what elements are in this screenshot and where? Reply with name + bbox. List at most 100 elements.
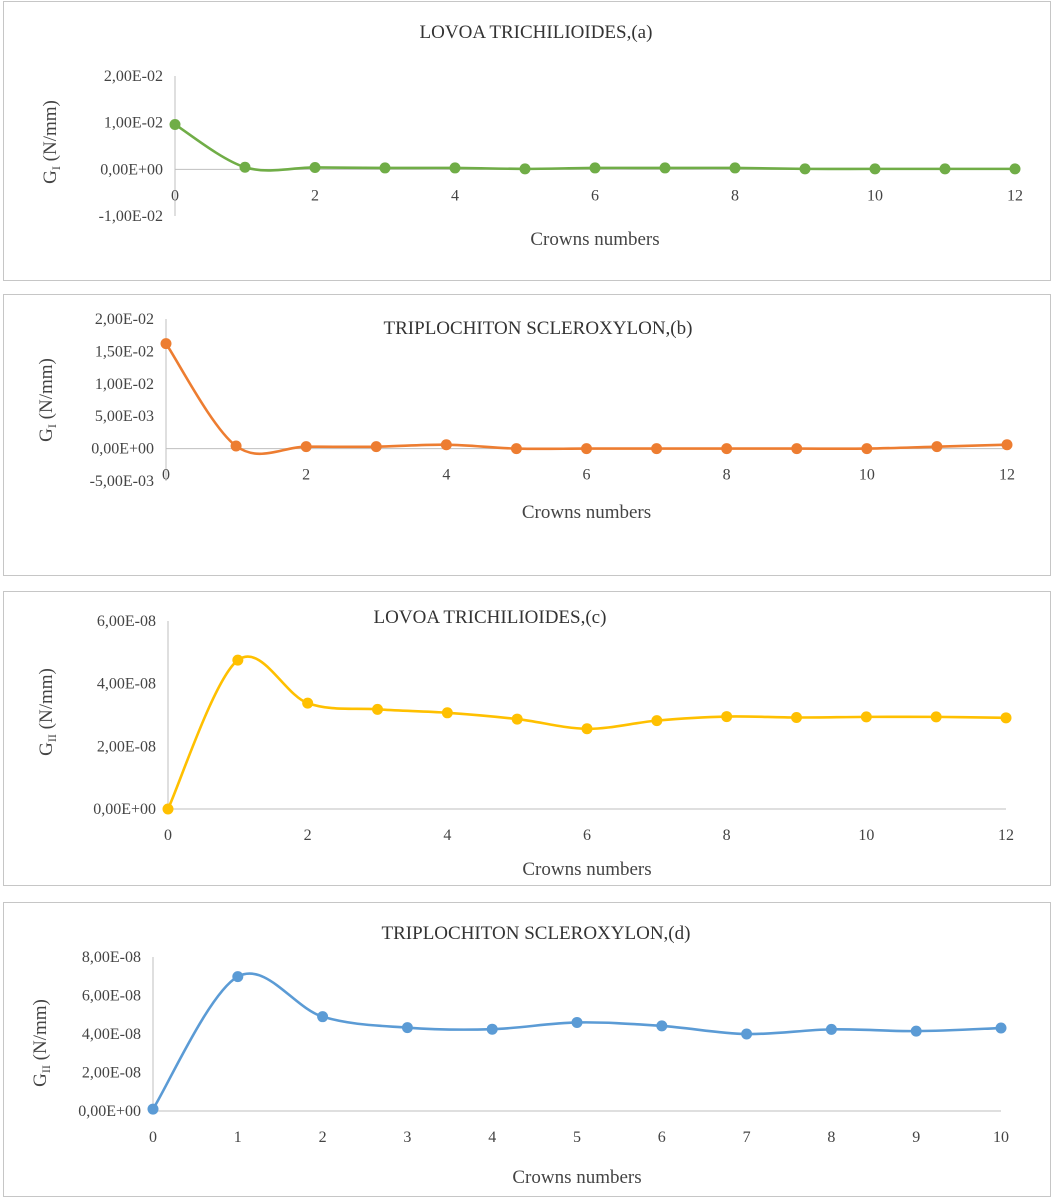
data-point <box>791 443 803 455</box>
y-tick-label: 2,00E-02 <box>95 311 154 328</box>
chart-panel-c: LOVOA TRICHILIOIDES,(c) 6,00E-08 4,00E-08 2… <box>3 591 1051 886</box>
data-point <box>317 1011 329 1023</box>
x-tick-label: 0 <box>171 187 179 204</box>
y-tick-label: 2,00E-08 <box>82 1065 141 1082</box>
data-point <box>869 163 881 175</box>
x-tick-label: 0 <box>149 1129 157 1146</box>
chart-title: TRIPLOCHITON SCLEROXYLON,(b) <box>384 318 693 339</box>
x-tick-label: 2 <box>304 827 312 844</box>
data-point <box>300 441 312 453</box>
data-point <box>370 441 382 453</box>
y-tick-label: 0,00E+00 <box>91 441 154 458</box>
y-tick-label: 8,00E-08 <box>82 949 141 966</box>
x-axis-label: Crowns numbers <box>522 859 651 880</box>
data-point <box>799 163 811 175</box>
data-point <box>232 971 244 983</box>
x-tick-label: 4 <box>488 1129 496 1146</box>
data-point <box>1009 163 1021 175</box>
y-axis-label: GI (N/mm) <box>36 358 59 442</box>
x-tick-label: 4 <box>443 827 451 844</box>
y-tick-label: 0,00E+00 <box>78 1103 141 1120</box>
series-line <box>151 972 1002 1110</box>
x-tick-label: 5 <box>573 1129 581 1146</box>
y-tick-label: 1,50E-02 <box>95 343 154 360</box>
y-axis-label: GII (N/mm) <box>36 668 59 756</box>
chart-panel-b: TRIPLOCHITON SCLEROXYLON,(b) 2,00E-02 1,50… <box>3 294 1051 576</box>
y-tick-label: -5,00E-03 <box>90 473 154 490</box>
data-point <box>930 711 942 723</box>
data-point <box>510 443 522 455</box>
data-point <box>309 161 321 173</box>
series-line <box>164 342 1008 456</box>
data-point <box>232 654 244 666</box>
x-tick-label: 6 <box>583 827 591 844</box>
data-point <box>656 1020 668 1032</box>
x-tick-label: 2 <box>302 467 310 484</box>
data-point <box>995 1022 1007 1034</box>
data-point <box>1001 439 1013 451</box>
x-tick-label: 12 <box>1007 187 1023 204</box>
data-point <box>1000 712 1012 724</box>
data-point <box>302 697 314 709</box>
x-axis-label: Crowns numbers <box>530 229 659 250</box>
x-tick-label: 4 <box>442 467 450 484</box>
y-tick-label: 0,00E+00 <box>100 161 163 178</box>
y-tick-label: 4,00E-08 <box>82 1026 141 1043</box>
data-point <box>519 163 531 175</box>
data-point <box>239 161 251 173</box>
data-point <box>589 162 601 174</box>
x-tick-label: 0 <box>164 827 172 844</box>
x-tick-label: 10 <box>858 827 874 844</box>
data-point <box>721 443 733 455</box>
x-tick-label: 8 <box>723 467 731 484</box>
x-tick-label: 1 <box>234 1129 242 1146</box>
data-point <box>741 1028 753 1040</box>
chart-svg: LOVOA TRICHILIOIDES,(c) 6,00E-08 4,00E-08 2… <box>36 607 1014 880</box>
x-tick-label: 6 <box>583 467 591 484</box>
x-tick-label: 2 <box>311 187 319 204</box>
data-point <box>486 1023 498 1035</box>
data-point <box>651 443 663 455</box>
data-point <box>860 711 872 723</box>
y-tick-label: 6,00E-08 <box>97 613 156 630</box>
data-point <box>160 338 172 350</box>
y-tick-label: 1,00E-02 <box>104 115 163 132</box>
data-point <box>511 713 523 725</box>
chart-svg: TRIPLOCHITON SCLEROXYLON,(b) 2,00E-02 1,50… <box>36 311 1015 523</box>
data-point <box>721 711 733 723</box>
x-tick-label: 12 <box>999 467 1015 484</box>
x-tick-label: 4 <box>451 187 459 204</box>
data-point <box>379 162 391 174</box>
chart-svg: LOVOA TRICHILIOIDES,(a) 2,00E-02 1,00E-02 0… <box>40 22 1023 250</box>
x-tick-label: 7 <box>743 1129 751 1146</box>
data-point <box>401 1022 413 1034</box>
chart-title: TRIPLOCHITON SCLEROXYLON,(d) <box>382 923 691 944</box>
chart-panel-d: TRIPLOCHITON SCLEROXYLON,(d) 8,00E-08 6,00… <box>3 902 1051 1197</box>
data-point <box>861 443 873 455</box>
data-point <box>581 723 593 735</box>
data-point <box>449 162 461 174</box>
x-tick-label: 0 <box>162 467 170 484</box>
y-tick-label: 5,00E-03 <box>95 408 154 425</box>
x-tick-label: 6 <box>658 1129 666 1146</box>
chart-title: LOVOA TRICHILIOIDES,(c) <box>374 607 607 628</box>
x-tick-label: 10 <box>993 1129 1009 1146</box>
data-point <box>581 443 592 455</box>
data-point <box>169 119 181 131</box>
y-axis-label: GII (N/mm) <box>30 999 53 1087</box>
data-point <box>441 707 453 719</box>
data-point <box>147 1103 159 1115</box>
x-tick-label: 3 <box>403 1129 411 1146</box>
x-tick-label: 8 <box>731 187 739 204</box>
y-axis-label: GI (N/mm) <box>40 100 63 184</box>
x-tick-label: 8 <box>723 827 731 844</box>
y-tick-label: 1,00E-02 <box>95 376 154 393</box>
data-point <box>162 803 174 815</box>
data-point <box>825 1023 837 1035</box>
chart-title: LOVOA TRICHILIOIDES,(a) <box>420 22 653 43</box>
x-axis-label: Crowns numbers <box>512 1167 641 1188</box>
data-point <box>931 441 943 453</box>
data-point <box>372 703 383 715</box>
chart-panel-a: LOVOA TRICHILIOIDES,(a) 2,00E-02 1,00E-02 0… <box>3 1 1051 281</box>
x-tick-label: 2 <box>319 1129 327 1146</box>
